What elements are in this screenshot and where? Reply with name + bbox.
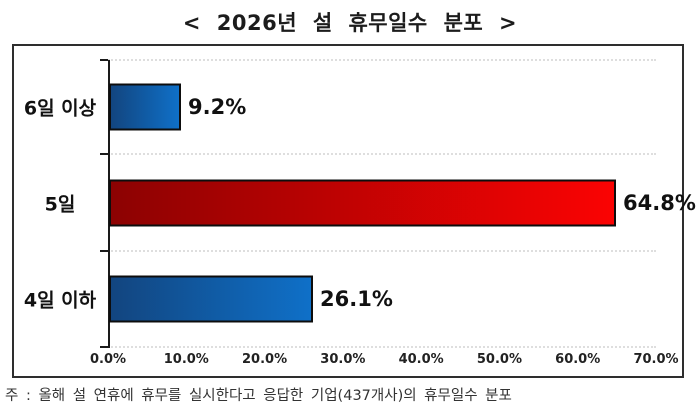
category-label-1: 5일 bbox=[44, 193, 76, 215]
x-axis-tick-0: 0.0% bbox=[89, 352, 127, 367]
gridline-0 bbox=[108, 59, 656, 61]
value-label-1: 64.8% bbox=[623, 190, 696, 215]
page-title: < 2026년 설 휴무일수 분포 > bbox=[182, 11, 518, 35]
y-axis-tick-3 bbox=[100, 346, 108, 348]
x-axis-tick-3: 30.0% bbox=[320, 352, 366, 367]
y-axis-tick-0 bbox=[100, 59, 108, 61]
x-axis-tick-6: 60.0% bbox=[555, 352, 601, 367]
plot-area: 6일 이상 9.2% 5일 64.8% 4일 이하 26.1% 0.0% 10.0% 20.0%… bbox=[14, 46, 696, 376]
bar-0 bbox=[109, 83, 181, 131]
y-axis-tick-2 bbox=[100, 250, 108, 252]
value-label-2: 26.1% bbox=[320, 287, 393, 311]
x-axis-tick-5: 50.0% bbox=[476, 352, 522, 367]
gridline-1 bbox=[108, 153, 656, 155]
gridline-3 bbox=[108, 346, 656, 348]
x-axis-tick-2: 20.0% bbox=[242, 352, 288, 367]
chart-frame: 6일 이상 9.2% 5일 64.8% 4일 이하 26.1% 0.0% 10.0% 20.0%… bbox=[12, 44, 696, 378]
bar-2 bbox=[109, 275, 313, 323]
x-axis-tick-1: 10.0% bbox=[163, 352, 209, 367]
gridline-2 bbox=[108, 250, 656, 252]
bar-1 bbox=[109, 179, 616, 226]
category-label-0: 6일 이상 bbox=[23, 97, 97, 120]
x-axis-tick-4: 40.0% bbox=[398, 352, 444, 367]
footnote: 주 : 올해 설 연휴에 휴무를 실시한다고 응답한 기업(437개사)의 휴무… bbox=[5, 388, 512, 404]
value-label-0: 9.2% bbox=[188, 95, 247, 119]
category-label-2: 4일 이하 bbox=[23, 289, 97, 312]
y-axis-tick-1 bbox=[100, 153, 108, 155]
x-axis-tick-7: 70.0% bbox=[633, 352, 679, 367]
